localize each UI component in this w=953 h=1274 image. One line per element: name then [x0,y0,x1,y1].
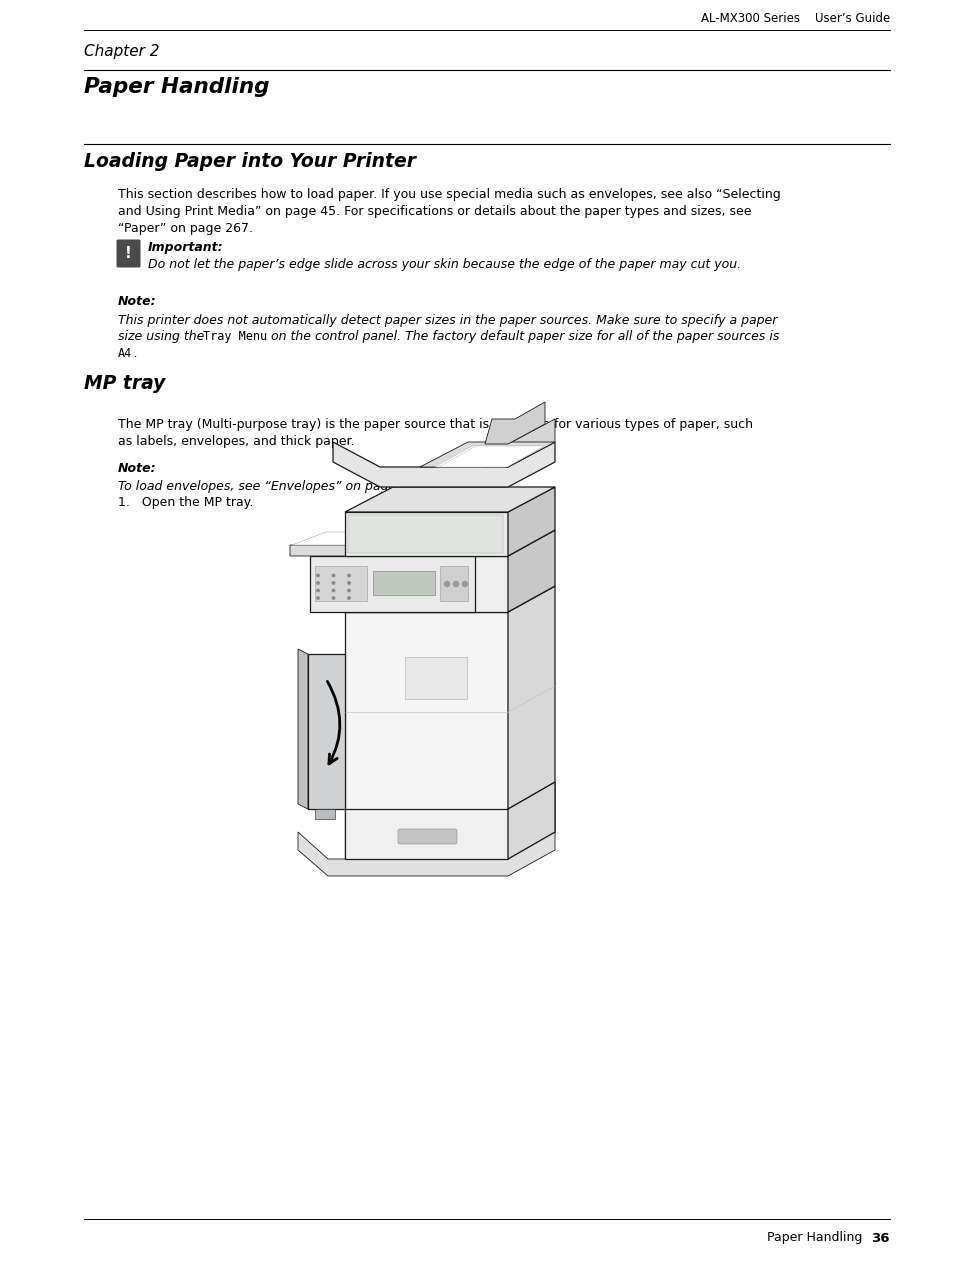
Text: Do not let the paper’s edge slide across your skin because the edge of the paper: Do not let the paper’s edge slide across… [148,257,740,270]
Polygon shape [345,530,555,555]
Text: 1.   Open the MP tray.: 1. Open the MP tray. [118,496,253,510]
Text: Chapter 2: Chapter 2 [84,45,159,59]
Circle shape [348,596,350,599]
Circle shape [348,582,350,585]
Text: 36: 36 [871,1232,889,1245]
Circle shape [332,590,335,591]
Text: The MP tray (Multi-purpose tray) is the paper source that is available for vario: The MP tray (Multi-purpose tray) is the … [118,418,752,431]
Text: .: . [133,347,137,361]
Bar [348,515,502,553]
Polygon shape [345,586,555,612]
Circle shape [332,575,335,577]
Text: AL-MX300 Series    User’s Guide: AL-MX300 Series User’s Guide [700,11,889,24]
Circle shape [332,582,335,585]
Circle shape [348,590,350,591]
Text: size using the: size using the [118,330,208,343]
Polygon shape [345,555,507,612]
Text: This printer does not automatically detect paper sizes in the paper sources. Mak: This printer does not automatically dete… [118,313,777,326]
Polygon shape [484,419,555,468]
Polygon shape [314,809,335,819]
Polygon shape [333,442,555,487]
Text: as labels, envelopes, and thick paper.: as labels, envelopes, and thick paper. [118,434,355,447]
Text: and Using Print Media” on page 45. For specifications or details about the paper: and Using Print Media” on page 45. For s… [118,205,751,218]
Polygon shape [419,442,555,468]
Bar [314,566,367,601]
Text: on the control panel. The factory default paper size for all of the paper source: on the control panel. The factory defaul… [267,330,779,343]
Polygon shape [290,533,455,555]
Polygon shape [484,403,544,445]
Polygon shape [345,512,507,555]
Text: Paper Handling: Paper Handling [766,1232,862,1245]
Circle shape [316,596,319,599]
Text: Note:: Note: [118,296,156,308]
Circle shape [453,581,458,586]
Polygon shape [297,832,555,877]
Text: To load envelopes, see “Envelopes” on page 46.: To load envelopes, see “Envelopes” on pa… [118,479,419,493]
Text: MP tray: MP tray [84,375,165,392]
Polygon shape [507,586,555,859]
Polygon shape [310,543,507,555]
Polygon shape [308,654,345,809]
Bar [405,657,467,699]
Text: !: ! [125,246,132,261]
Text: Tray Menu: Tray Menu [203,330,267,343]
Polygon shape [507,487,555,555]
Text: “Paper” on page 267.: “Paper” on page 267. [118,222,253,234]
Polygon shape [345,809,507,859]
Polygon shape [292,533,452,545]
Polygon shape [507,782,555,859]
Text: This section describes how to load paper. If you use special media such as envel: This section describes how to load paper… [118,189,780,201]
Circle shape [332,596,335,599]
Circle shape [316,590,319,591]
Text: Important:: Important: [148,241,223,254]
Polygon shape [345,612,507,859]
Circle shape [444,581,449,586]
Polygon shape [297,648,308,809]
Bar [373,571,435,595]
Polygon shape [438,446,543,468]
Polygon shape [310,555,475,612]
Circle shape [462,581,467,586]
Polygon shape [345,487,555,512]
Text: A4: A4 [118,347,132,361]
FancyBboxPatch shape [397,829,456,843]
Text: Note:: Note: [118,462,156,475]
Circle shape [348,575,350,577]
Circle shape [316,582,319,585]
FancyBboxPatch shape [116,240,140,268]
Circle shape [316,575,319,577]
Polygon shape [507,530,555,612]
Polygon shape [435,446,541,468]
Bar [439,566,468,601]
Text: Loading Paper into Your Printer: Loading Paper into Your Printer [84,152,416,171]
Text: Paper Handling: Paper Handling [84,76,269,97]
